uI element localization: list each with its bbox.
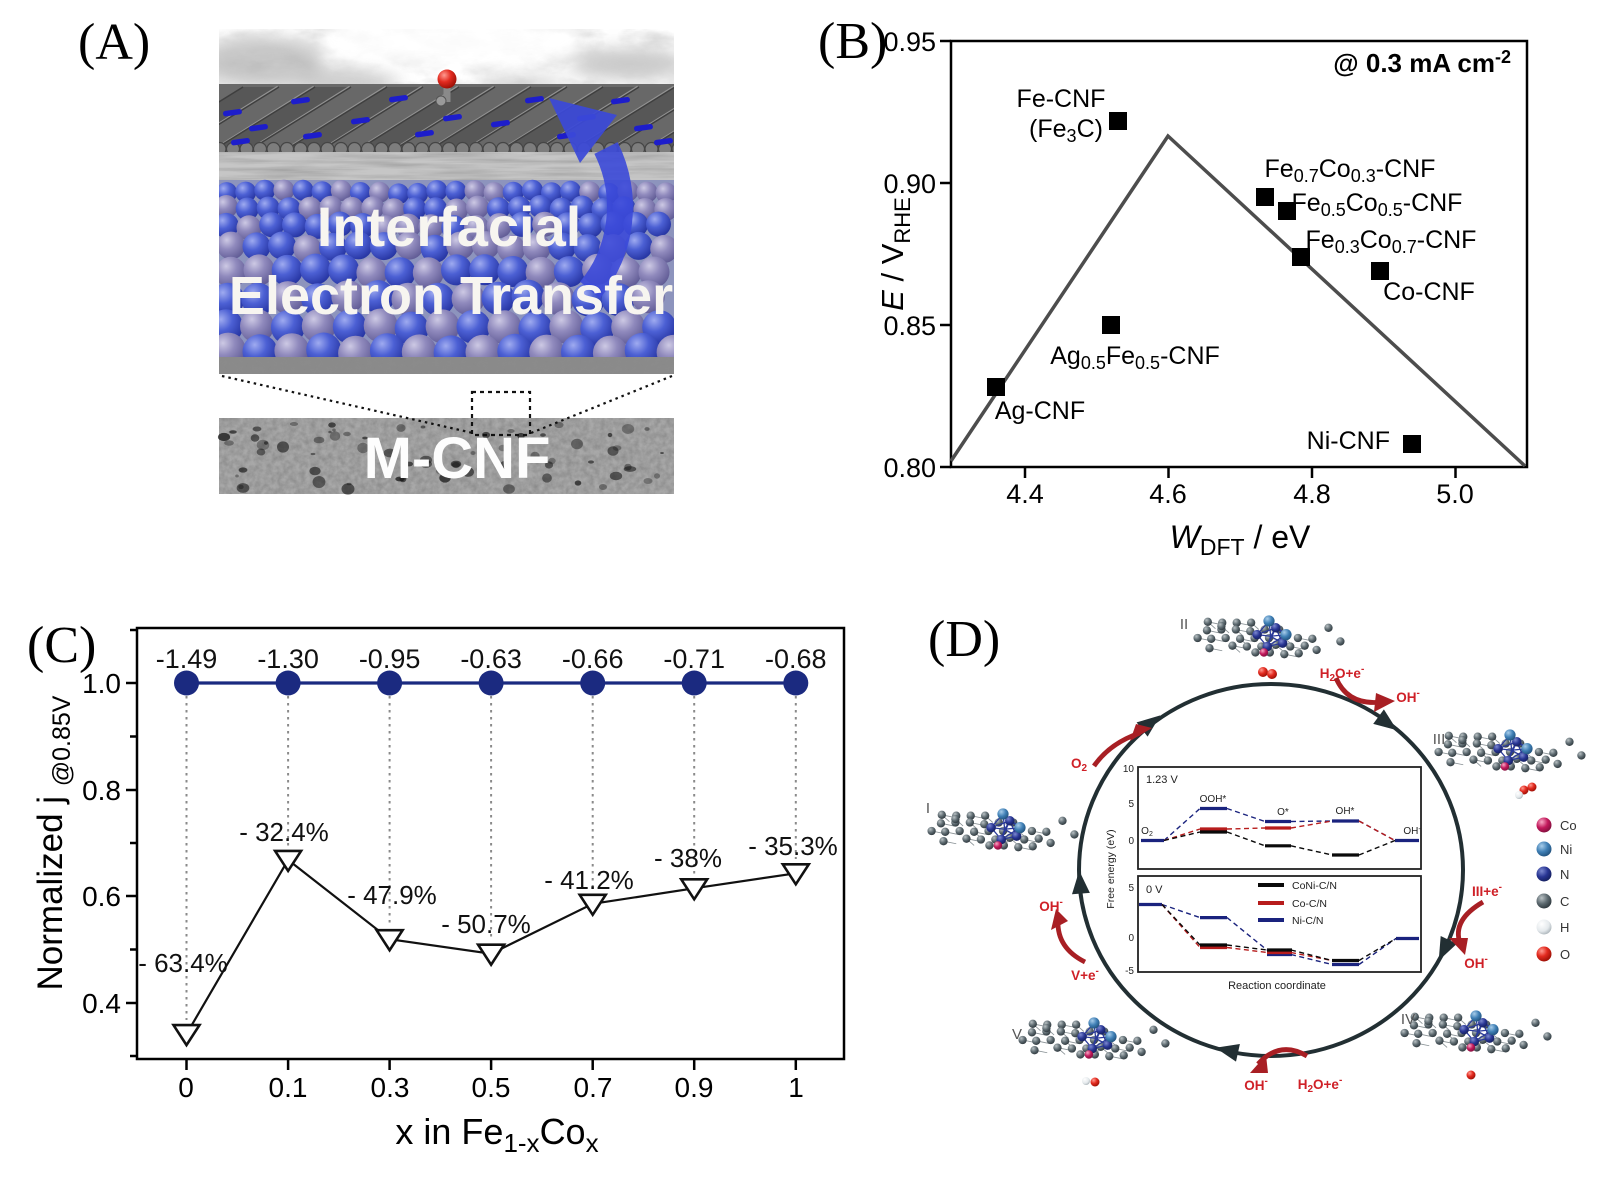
- svg-text:E / VRHE: E / VRHE: [875, 197, 915, 311]
- svg-text:Free energy (eV): Free energy (eV): [1105, 829, 1117, 908]
- svg-text:Co: Co: [1560, 818, 1577, 833]
- svg-text:III: III: [1433, 731, 1446, 748]
- svg-text:1.0: 1.0: [82, 668, 121, 699]
- svg-text:N: N: [1560, 867, 1569, 882]
- svg-text:H: H: [1560, 920, 1569, 935]
- svg-text:III+e-: III+e-: [1472, 882, 1502, 899]
- svg-text:Ni: Ni: [1560, 842, 1572, 857]
- svg-text:5.0: 5.0: [1436, 479, 1474, 509]
- svg-text:@ 0.3 mA cm-2: @ 0.3 mA cm-2: [1333, 47, 1511, 78]
- svg-text:OOH*: OOH*: [1200, 794, 1227, 805]
- svg-text:- 47.9%: - 47.9%: [347, 880, 437, 910]
- svg-text:0 V: 0 V: [1146, 884, 1163, 896]
- svg-text:4.4: 4.4: [1006, 479, 1044, 509]
- svg-text:V: V: [1012, 1026, 1022, 1043]
- svg-text:-0.71: -0.71: [663, 644, 725, 674]
- svg-text:O2: O2: [1141, 826, 1153, 838]
- svg-text:0.85: 0.85: [883, 311, 936, 341]
- svg-text:I: I: [926, 800, 930, 817]
- svg-text:0.1: 0.1: [269, 1072, 308, 1103]
- svg-text:Fe-CNF: Fe-CNF: [1017, 85, 1106, 113]
- svg-text:5: 5: [1128, 799, 1134, 810]
- svg-text:Interfacial: Interfacial: [317, 195, 582, 258]
- svg-text:Fe0.5Co0.5-CNF: Fe0.5Co0.5-CNF: [1292, 189, 1463, 220]
- svg-text:M-CNF: M-CNF: [364, 426, 551, 491]
- svg-text:- 63.4%: - 63.4%: [138, 948, 228, 978]
- svg-text:Ag-CNF: Ag-CNF: [995, 397, 1085, 425]
- svg-text:H2O+e-: H2O+e-: [1320, 664, 1365, 684]
- svg-text:OH-: OH-: [1396, 688, 1420, 705]
- svg-text:0.6: 0.6: [82, 881, 121, 912]
- svg-text:H2O+e-: H2O+e-: [1298, 1075, 1343, 1095]
- svg-text:1: 1: [788, 1072, 804, 1103]
- svg-text:-1.30: -1.30: [257, 644, 319, 674]
- svg-text:(B): (B): [818, 13, 887, 70]
- svg-text:4.8: 4.8: [1293, 479, 1331, 509]
- svg-text:C: C: [1560, 894, 1569, 909]
- svg-text:- 41.2%: - 41.2%: [544, 865, 634, 895]
- svg-text:0: 0: [178, 1072, 194, 1103]
- svg-text:0: 0: [1128, 933, 1134, 944]
- svg-text:OH-: OH-: [1244, 1076, 1268, 1093]
- svg-text:-0.63: -0.63: [460, 644, 522, 674]
- svg-text:- 50.7%: - 50.7%: [441, 909, 531, 939]
- svg-text:II: II: [1180, 616, 1188, 633]
- svg-text:O2: O2: [1071, 756, 1088, 774]
- svg-text:Ni-C/N: Ni-C/N: [1292, 915, 1324, 927]
- svg-text:OH-: OH-: [1403, 826, 1421, 837]
- svg-text:0.95: 0.95: [883, 27, 936, 57]
- svg-text:Ag0.5Fe0.5-CNF: Ag0.5Fe0.5-CNF: [1050, 342, 1220, 373]
- svg-text:Co-CNF: Co-CNF: [1383, 278, 1475, 306]
- svg-text:- 38%: - 38%: [654, 843, 722, 873]
- svg-text:- 35.3%: - 35.3%: [748, 831, 838, 861]
- svg-text:0.7: 0.7: [574, 1072, 613, 1103]
- svg-text:Reaction coordinate: Reaction coordinate: [1228, 980, 1326, 992]
- svg-text:(A): (A): [78, 14, 150, 71]
- svg-text:CoNi-C/N: CoNi-C/N: [1292, 880, 1337, 892]
- svg-text:0.4: 0.4: [82, 988, 121, 1019]
- svg-text:0.8: 0.8: [82, 775, 121, 806]
- svg-text:WDFT / eV: WDFT / eV: [1170, 519, 1311, 560]
- svg-text:0.80: 0.80: [883, 453, 936, 483]
- svg-text:(C): (C): [27, 617, 96, 674]
- svg-text:O: O: [1560, 947, 1570, 962]
- svg-text:1.23 V: 1.23 V: [1146, 774, 1178, 786]
- svg-text:(Fe3C): (Fe3C): [1029, 115, 1103, 146]
- svg-text:-0.95: -0.95: [359, 644, 421, 674]
- svg-text:5: 5: [1128, 883, 1134, 894]
- svg-text:V+e-: V+e-: [1071, 966, 1099, 983]
- svg-text:Ni-CNF: Ni-CNF: [1307, 427, 1390, 455]
- svg-text:IV: IV: [1401, 1011, 1415, 1028]
- svg-text:0.5: 0.5: [472, 1072, 511, 1103]
- svg-text:Normalized j @0.85V: Normalized j @0.85V: [31, 695, 76, 990]
- svg-text:Fe0.7Co0.3-CNF: Fe0.7Co0.3-CNF: [1265, 155, 1436, 186]
- svg-text:(D): (D): [928, 611, 1000, 668]
- svg-text:OH*: OH*: [1336, 806, 1355, 817]
- svg-text:10: 10: [1123, 764, 1135, 775]
- svg-text:O*: O*: [1277, 807, 1289, 818]
- svg-text:-0.68: -0.68: [765, 644, 827, 674]
- svg-text:4.6: 4.6: [1149, 479, 1187, 509]
- svg-text:-1.49: -1.49: [156, 644, 218, 674]
- svg-text:0: 0: [1128, 836, 1134, 847]
- svg-text:0.9: 0.9: [675, 1072, 714, 1103]
- svg-text:Fe0.3Co0.7-CNF: Fe0.3Co0.7-CNF: [1306, 226, 1477, 257]
- svg-text:OH-: OH-: [1464, 954, 1488, 971]
- svg-text:Electron Transfer: Electron Transfer: [229, 266, 673, 326]
- svg-text:x in Fe1-xCox: x in Fe1-xCox: [395, 1111, 598, 1158]
- svg-text:OH-: OH-: [1039, 897, 1063, 914]
- svg-text:0.3: 0.3: [371, 1072, 410, 1103]
- svg-text:-0.66: -0.66: [562, 644, 624, 674]
- svg-text:- 32.4%: - 32.4%: [239, 817, 329, 847]
- svg-text:-5: -5: [1125, 966, 1134, 977]
- svg-text:Co-C/N: Co-C/N: [1292, 898, 1327, 910]
- svg-text:0.90: 0.90: [883, 169, 936, 199]
